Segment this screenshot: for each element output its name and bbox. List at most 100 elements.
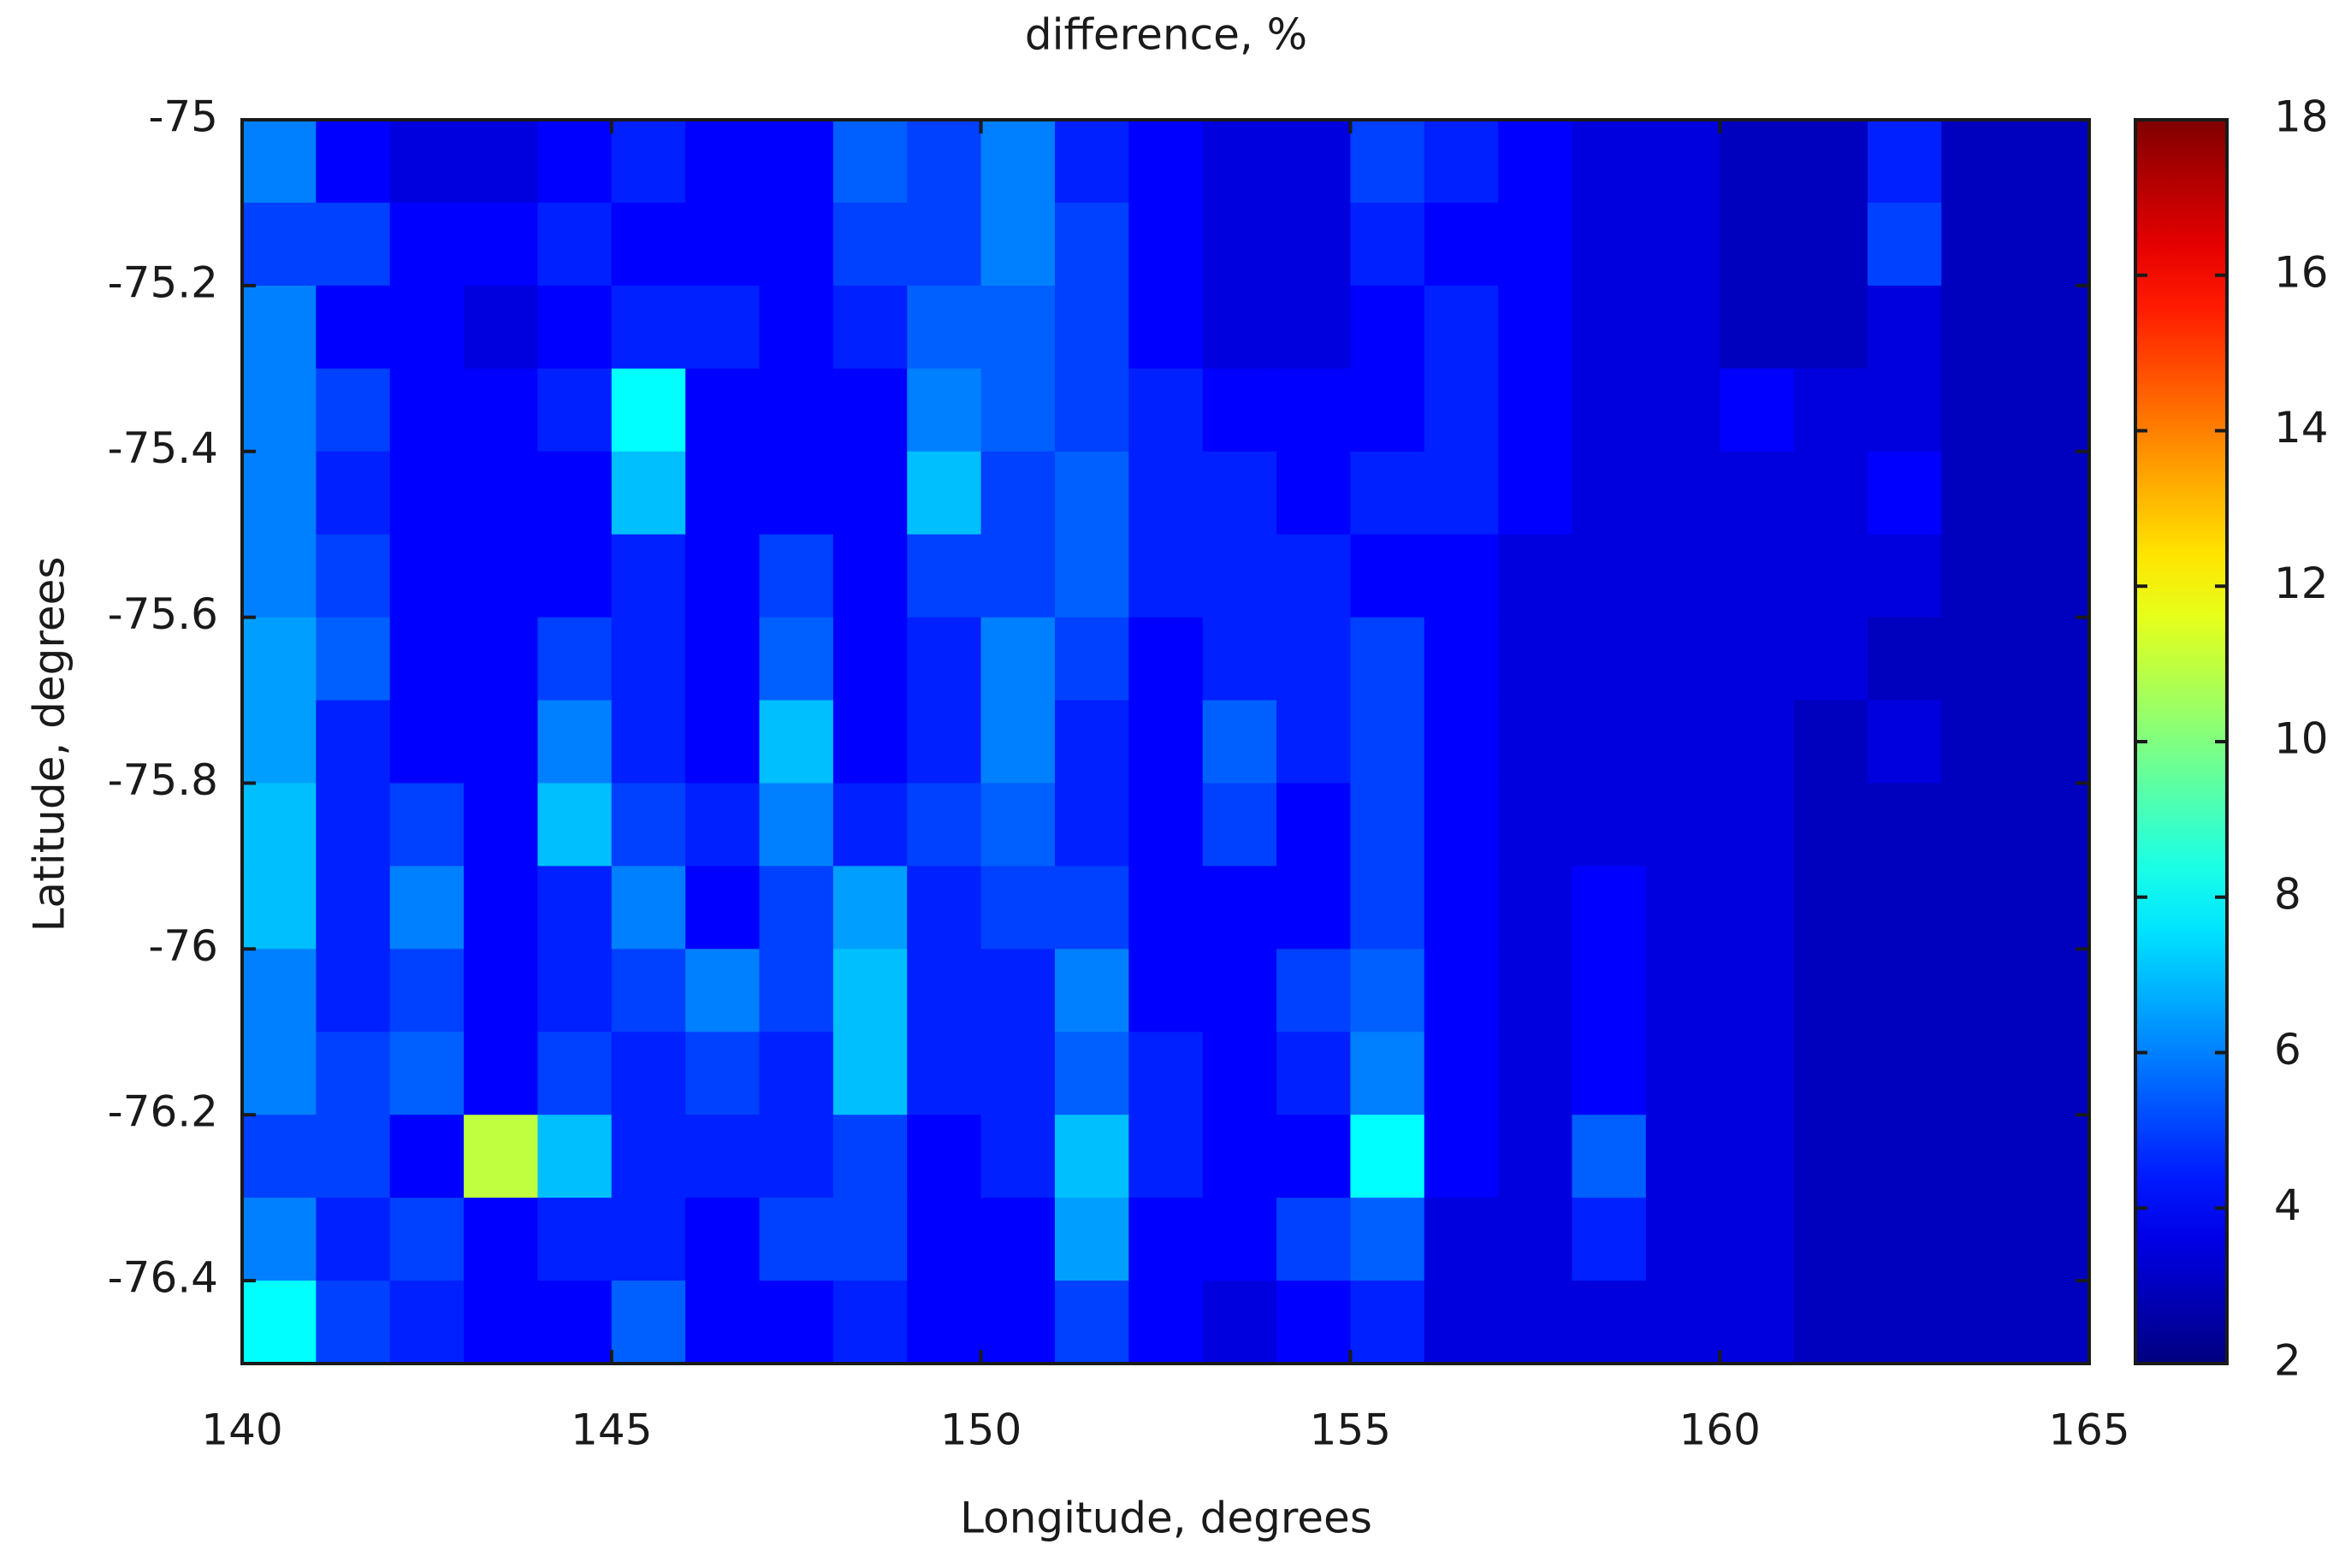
- heatmap-cell: [1498, 1032, 1572, 1115]
- heatmap-cell: [1424, 866, 1499, 950]
- heatmap-cell: [316, 202, 391, 287]
- heatmap-cell: [1867, 285, 1942, 370]
- heatmap-cell: [980, 1115, 1056, 1198]
- heatmap-cell: [1572, 949, 1647, 1033]
- heatmap-cell: [242, 1115, 317, 1198]
- heatmap-cell: [316, 368, 391, 453]
- heatmap-cell: [1350, 368, 1425, 453]
- heatmap-cell: [1498, 700, 1572, 784]
- heatmap-cell: [1276, 1032, 1351, 1115]
- heatmap-cell: [1276, 202, 1351, 287]
- heatmap-cell: [611, 202, 686, 287]
- heatmap-cell: [907, 949, 982, 1033]
- heatmap-cell: [1941, 700, 2016, 784]
- heatmap-cell: [1941, 534, 2016, 618]
- heatmap-cell: [685, 534, 761, 618]
- heatmap-cell: [1054, 617, 1129, 701]
- heatmap-cell: [464, 783, 538, 867]
- heatmap-cell: [980, 1032, 1056, 1115]
- heatmap-cell: [980, 1281, 1056, 1364]
- heatmap-cell: [1202, 202, 1277, 287]
- heatmap-cell: [980, 866, 1056, 950]
- heatmap-cell: [1128, 1281, 1204, 1364]
- heatmap-cell: [537, 1032, 613, 1115]
- heatmap-cell: [685, 285, 761, 370]
- heatmap-cell: [1572, 451, 1647, 535]
- heatmap-cell: [1202, 1115, 1277, 1198]
- heatmap-cell: [1645, 949, 1720, 1033]
- heatmap-cell: [1350, 866, 1425, 950]
- heatmap-cell: [1867, 534, 1942, 618]
- heatmap-cell: [685, 120, 761, 204]
- heatmap-cell: [1572, 1198, 1647, 1281]
- heatmap-cell: [980, 451, 1056, 535]
- heatmap-cell: [611, 866, 686, 950]
- heatmap-cell: [1498, 617, 1572, 701]
- heatmap-cell: [1498, 202, 1572, 287]
- heatmap-cell: [1720, 285, 1795, 370]
- heatmap-cell: [1276, 368, 1351, 453]
- heatmap-cell: [1720, 1198, 1795, 1281]
- heatmap-cell: [1128, 700, 1204, 784]
- heatmap-cell: [316, 866, 391, 950]
- heatmap-cell: [611, 120, 686, 204]
- heatmap-cell: [980, 949, 1056, 1033]
- heatmap-cell: [389, 617, 465, 701]
- heatmap-cell: [759, 451, 834, 535]
- heatmap-cell: [1720, 1281, 1795, 1364]
- heatmap-cell: [1720, 1115, 1795, 1198]
- heatmap-cell: [2015, 866, 2090, 950]
- heatmap-cell: [2015, 451, 2090, 535]
- heatmap-cell: [242, 866, 317, 950]
- heatmap-cell: [389, 1115, 465, 1198]
- heatmap-cell: [1128, 1032, 1204, 1115]
- heatmap-cell: [1054, 285, 1129, 370]
- heatmap-cell: [1424, 783, 1499, 867]
- heatmap-cell: [1941, 783, 2016, 867]
- y-tick-label: -75.6: [108, 589, 218, 639]
- heatmap-cell: [242, 783, 317, 867]
- heatmap-cell: [242, 700, 317, 784]
- heatmap-cell: [1276, 1281, 1351, 1364]
- heatmap-cell: [1867, 949, 1942, 1033]
- heatmap-cell: [1128, 1198, 1204, 1281]
- heatmap-cell: [537, 617, 613, 701]
- y-tick-label: -76.4: [108, 1253, 218, 1303]
- heatmap-cell: [907, 1115, 982, 1198]
- heatmap-cell: [242, 1198, 317, 1281]
- heatmap-cell: [1720, 368, 1795, 453]
- heatmap-cell: [537, 1198, 613, 1281]
- heatmap-cell: [685, 368, 761, 453]
- heatmap-cell: [1202, 451, 1277, 535]
- heatmap-cell: [1202, 285, 1277, 370]
- heatmap-cell: [832, 1198, 908, 1281]
- colorbar-tick-label: 18: [2274, 92, 2329, 142]
- heatmap-cell: [1720, 949, 1795, 1033]
- heatmap-cell: [685, 1198, 761, 1281]
- heatmap-cell: [685, 1281, 761, 1364]
- heatmap-cell: [1350, 783, 1425, 867]
- heatmap-cell: [316, 1032, 391, 1115]
- heatmap-cell: [2015, 285, 2090, 370]
- heatmap-cell: [1720, 534, 1795, 618]
- heatmap-cell: [1276, 866, 1351, 950]
- heatmap-cell: [1128, 866, 1204, 950]
- heatmap-cell: [2015, 1115, 2090, 1198]
- heatmap-cell: [1793, 1198, 1868, 1281]
- heatmap-cell: [537, 120, 613, 204]
- heatmap-cell: [1941, 120, 2016, 204]
- x-tick-label: 150: [940, 1405, 1021, 1455]
- heatmap-cell: [389, 949, 465, 1033]
- heatmap-cell: [1572, 1115, 1647, 1198]
- heatmap-cell: [907, 700, 982, 784]
- heatmap-cell: [1054, 368, 1129, 453]
- heatmap-cell: [1645, 534, 1720, 618]
- heatmap-cell: [1498, 368, 1572, 453]
- heatmap-cell: [907, 783, 982, 867]
- colorbar-tick-label: 8: [2274, 869, 2301, 919]
- heatmap-cell: [611, 1281, 686, 1364]
- heatmap-cell: [1645, 451, 1720, 535]
- heatmap-cell: [537, 700, 613, 784]
- heatmap-cell: [1424, 700, 1499, 784]
- heatmap-cell: [1128, 285, 1204, 370]
